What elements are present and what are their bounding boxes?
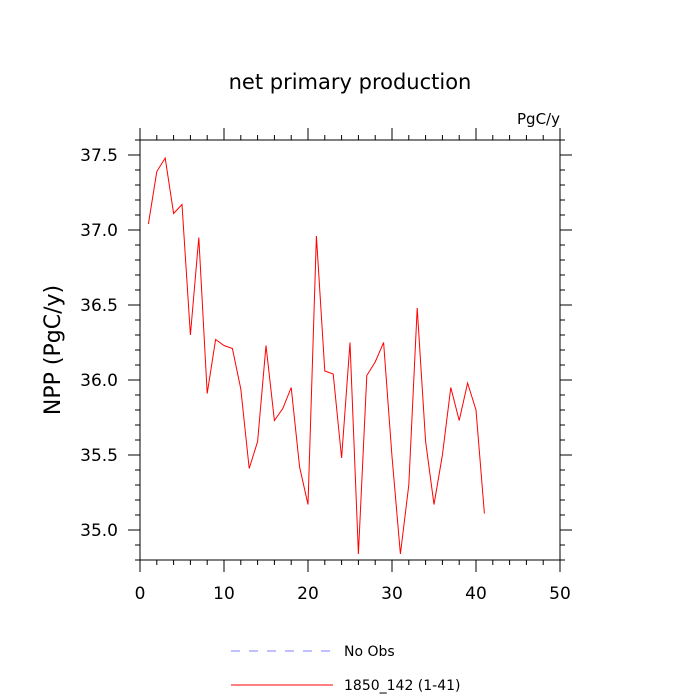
series-line xyxy=(147,156,485,555)
y-tick-label: 35.0 xyxy=(80,521,118,541)
y-axis-label: NPP (PgC/y) xyxy=(41,285,66,415)
units-label: PgC/y xyxy=(517,110,560,128)
x-tick-label: 20 xyxy=(297,584,319,604)
x-tick-label: 10 xyxy=(213,584,235,604)
x-tick-label: 40 xyxy=(465,584,487,604)
x-tick-label: 50 xyxy=(549,584,571,604)
legend: No Obs 1850_142 (1-41) xyxy=(231,644,461,694)
series-layer xyxy=(147,156,485,555)
y-tick-label: 36.0 xyxy=(80,371,118,391)
legend-label: No Obs xyxy=(344,644,395,660)
x-tick-label: 0 xyxy=(135,584,146,604)
y-tick-label: 37.5 xyxy=(80,146,118,166)
legend-label: 1850_142 (1-41) xyxy=(344,678,461,694)
y-tick-label: 35.5 xyxy=(80,446,118,466)
y-tick-label: 36.5 xyxy=(80,296,118,316)
x-tick-label: 30 xyxy=(381,584,403,604)
chart-title: net primary production xyxy=(229,70,472,94)
y-tick-label: 37.0 xyxy=(80,221,118,241)
axis-ticks: 0 10 20 30 40 50 35.0 35.5 36.0 36.5 37.0 37.5 xyxy=(80,128,572,604)
